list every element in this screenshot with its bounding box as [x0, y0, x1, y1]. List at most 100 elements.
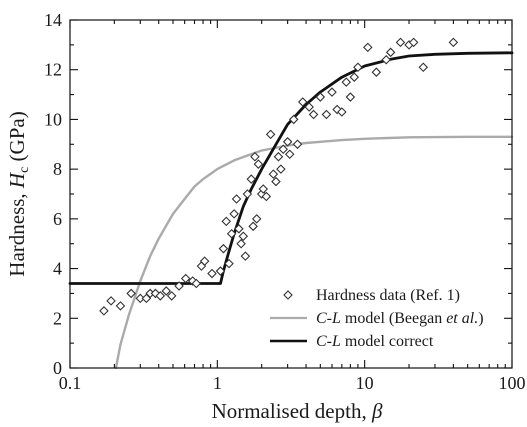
data-point-marker [292, 139, 303, 150]
data-point-marker [106, 296, 116, 306]
data-point-marker [191, 278, 202, 289]
x-axis-label-var: β [371, 399, 383, 423]
data-point-marker [215, 266, 226, 276]
data-point-marker [265, 129, 276, 140]
data-point-marker [218, 243, 229, 254]
data-point-marker [282, 137, 293, 147]
axis-ticks [69, 19, 513, 369]
data-point-marker [332, 104, 342, 115]
data-point-marker [273, 151, 284, 162]
data-point-marker [337, 107, 347, 117]
data-point-marker [231, 194, 242, 204]
data-point-marker [166, 291, 177, 301]
data-point-marker [304, 102, 314, 112]
data-point-marker [126, 288, 136, 299]
y-tick-label: 2 [53, 308, 62, 328]
data-point-marker [238, 231, 249, 242]
legend-label-part: C-L [316, 310, 341, 327]
data-point-marker [242, 189, 253, 199]
data-point-marker [155, 291, 166, 301]
data-point-marker [321, 109, 332, 120]
data-point-marker [448, 37, 459, 48]
legend-label-part: Hardness data (Ref. 1) [316, 287, 460, 304]
legend-label-beegan-model: C-L model (Beegan et al.) [316, 310, 484, 327]
y-axis-label-unit: (GPa) [5, 111, 29, 166]
y-axis-label-sub: c [17, 167, 32, 173]
y-axis-label: Hardness, Hc (GPa) [5, 111, 32, 276]
data-point-marker [240, 251, 251, 261]
data-point-marker [408, 37, 419, 48]
data-point-marker [268, 169, 279, 179]
legend-label-part: et al. [446, 310, 478, 327]
data-point-marker [353, 62, 363, 73]
data-point-marker [271, 176, 281, 187]
data-point-marker [278, 144, 288, 155]
hardness-data-points [99, 37, 459, 316]
y-axis-label-main: Hardness, [5, 188, 29, 277]
y-tick-label: 10 [44, 109, 62, 129]
data-point-marker [395, 37, 406, 48]
data-point-marker [288, 114, 299, 125]
x-axis-label-main: Normalised depth, [212, 399, 372, 423]
data-point-marker [251, 214, 262, 224]
data-point-marker [250, 151, 260, 162]
data-point-marker [161, 286, 172, 296]
legend-label-part: ) [478, 310, 483, 327]
legend-item-beegan-model: C-L model (Beegan et al.) [270, 310, 484, 327]
x-tick-label: 10 [356, 373, 374, 393]
data-point-marker [221, 216, 232, 227]
data-point-marker [248, 221, 258, 232]
data-point-marker [115, 301, 126, 311]
y-tick-label: 14 [44, 10, 62, 30]
data-point-marker [180, 273, 191, 284]
data-point-marker [308, 109, 319, 120]
data-point-marker [327, 87, 337, 97]
legend-label-part: model (Beegan [341, 310, 446, 327]
data-point-marker [341, 77, 352, 87]
data-point-marker [207, 268, 217, 279]
data-point-marker [284, 149, 295, 160]
data-point-marker [174, 281, 184, 291]
data-point-marker [385, 47, 396, 58]
legend-label-correct-model: C-L model correct [316, 333, 434, 350]
correct-model-curve [68, 51, 514, 285]
legend: Hardness data (Ref. 1) C-L model (Beegan… [270, 287, 484, 350]
legend-label-part: C-L [316, 333, 341, 350]
data-point-marker [315, 92, 326, 102]
data-point-marker [297, 97, 308, 107]
legend-label-hardness-data: Hardness data (Ref. 1) [316, 287, 460, 304]
y-tick-label: 12 [44, 60, 62, 80]
data-point-marker [226, 228, 237, 239]
x-tick-label: 1 [213, 373, 222, 393]
data-point-marker [253, 159, 264, 169]
model-curves [68, 51, 514, 370]
data-point-marker [99, 306, 109, 316]
data-point-marker [224, 258, 234, 269]
data-point-marker [371, 67, 382, 77]
data-point-marker [345, 92, 356, 102]
data-point-marker [349, 72, 360, 82]
legend-label-part: model correct [341, 333, 434, 350]
data-point-marker [363, 42, 373, 53]
data-point-marker [236, 238, 246, 249]
y-tick-label: 8 [53, 159, 62, 179]
legend-item-correct-model: C-L model correct [270, 333, 434, 350]
y-tick-label: 0 [53, 358, 62, 378]
y-axis-label-var: H [5, 171, 29, 189]
tick-labels: 0.1 1 10 100 0 2 4 6 8 10 12 14 [44, 10, 526, 393]
legend-item-hardness-data: Hardness data (Ref. 1) [283, 287, 460, 304]
beegan-model-curve [114, 135, 514, 370]
data-point-marker [276, 164, 286, 174]
data-point-marker [199, 256, 210, 266]
data-point-marker [258, 184, 269, 194]
y-tick-label: 4 [53, 259, 62, 279]
x-tick-label: 100 [499, 373, 526, 393]
data-point-marker [246, 174, 257, 184]
data-point-marker [261, 191, 272, 202]
data-point-marker [234, 224, 244, 234]
legend-marker-diamond [283, 290, 293, 300]
x-tick-label: 0.1 [59, 373, 82, 393]
data-point-marker [381, 54, 391, 65]
x-axis-label: Normalised depth, β [212, 399, 383, 423]
